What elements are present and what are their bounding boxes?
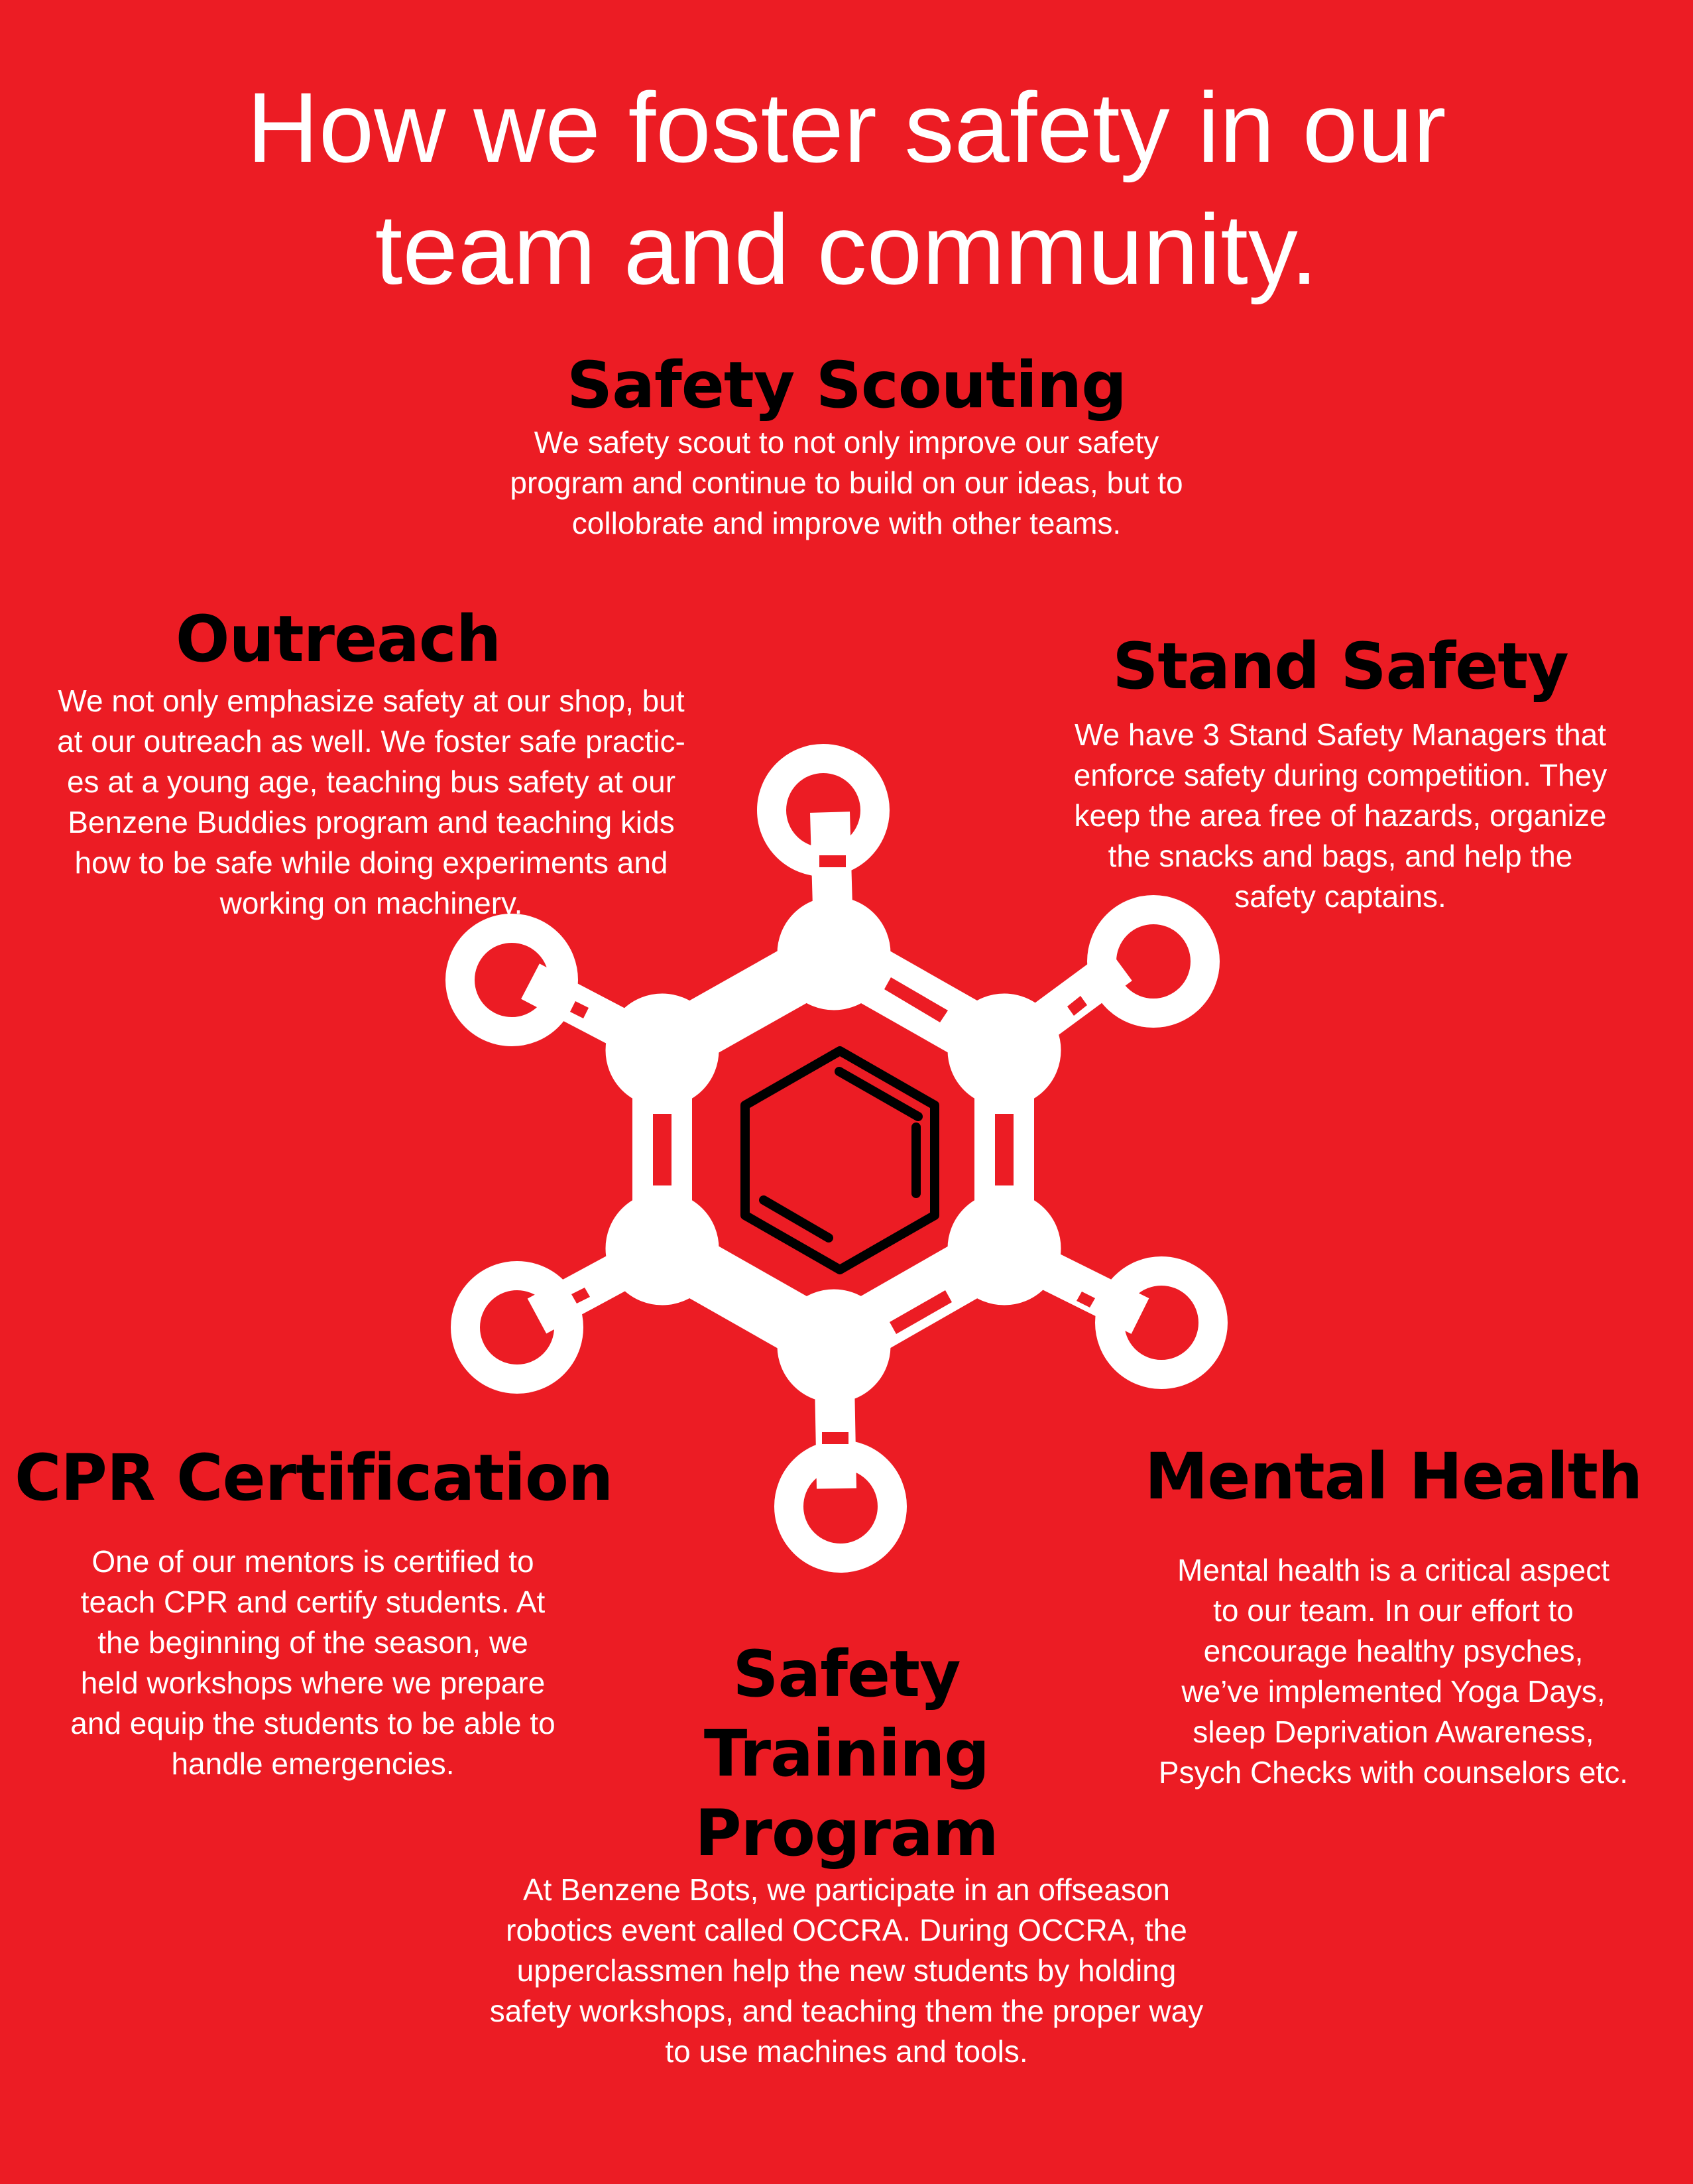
page-title: How we foster safety in our team and com… <box>0 66 1693 310</box>
text-line: At Benzene Bots, we participate in an of… <box>523 1872 1170 1907</box>
cpr-certification-heading: CPR Certification <box>15 1441 613 1515</box>
text-line: program and continue to build on our ide… <box>510 465 1183 500</box>
text-line: safety workshops, and teaching them the … <box>489 1994 1204 2028</box>
text-line: the beginning of the season, we <box>97 1625 528 1660</box>
text-line: encourage healthy psyches, <box>1203 1634 1584 1668</box>
stand-safety-text: We have 3 Stand Safety Managers that enf… <box>1009 715 1672 917</box>
text-line: Benzene Buddies program and teaching kid… <box>68 805 675 839</box>
text-line: Mental health is a critical aspect <box>1177 1553 1609 1587</box>
text-line: the snacks and bags, and help the <box>1108 839 1573 873</box>
outreach-heading: Outreach <box>175 602 501 676</box>
heading-line: Safety <box>732 1637 961 1711</box>
text-line: enforce safety during competition. They <box>1073 758 1607 792</box>
heading-line: Program <box>695 1796 999 1870</box>
text-line: held workshops where we prepare <box>80 1666 546 1700</box>
text-line: safety captains. <box>1234 879 1446 914</box>
text-line: handle emergencies. <box>171 1746 455 1781</box>
safety-scouting-heading: Safety Scouting <box>567 348 1127 422</box>
text-line: at our outreach as well. We foster safe … <box>57 724 685 758</box>
text-line: collobrate and improve with other teams. <box>571 506 1122 540</box>
text-line: We not only emphasize safety at our shop… <box>58 684 685 718</box>
mental-health-heading: Mental Health <box>1144 1439 1643 1514</box>
safety-training-text: At Benzene Bots, we participate in an of… <box>416 1870 1277 2072</box>
heading-line: Training <box>703 1717 990 1791</box>
mental-health-text: Mental health is a critical aspect to ou… <box>1095 1550 1692 1793</box>
text-line: to use machines and tools. <box>665 2034 1028 2069</box>
stand-safety-heading: Stand Safety <box>1112 629 1569 703</box>
title-line-2: team and community. <box>375 194 1318 305</box>
text-line: working on machinery. <box>219 886 523 920</box>
text-line: We have 3 Stand Safety Managers that <box>1074 717 1607 752</box>
text-line: sleep Deprivation Awareness, <box>1193 1715 1594 1749</box>
safety-scouting-text: We safety scout to not only improve our … <box>416 422 1277 544</box>
text-line: Psych Checks with counselors etc. <box>1158 1755 1629 1790</box>
safety-training-heading: Safety Training Program <box>581 1634 1112 1873</box>
text-line: robotics event called OCCRA. During OCCR… <box>506 1913 1187 1947</box>
text-line: and equip the students to be able to <box>70 1706 555 1740</box>
text-line: to our team. In our effort to <box>1213 1593 1574 1628</box>
title-line-1: How we foster safety in our <box>247 72 1446 183</box>
text-line: es at a young age, teaching bus safety a… <box>66 764 676 799</box>
text-line: teach CPR and certify students. At <box>80 1585 546 1619</box>
outreach-text: We not only emphasize safety at our shop… <box>7 681 736 924</box>
text-line: We safety scout to not only improve our … <box>534 425 1159 459</box>
text-line: how to be safe while doing experiments a… <box>74 845 668 880</box>
cpr-certification-text: One of our mentors is certified to teach… <box>48 1542 578 1784</box>
text-line: One of our mentors is certified to <box>91 1544 534 1579</box>
text-line: upperclassmen help the new students by h… <box>516 1953 1177 1988</box>
text-line: we’ve implemented Yoga Days, <box>1181 1674 1605 1709</box>
text-line: keep the area free of hazards, organize <box>1074 798 1607 833</box>
